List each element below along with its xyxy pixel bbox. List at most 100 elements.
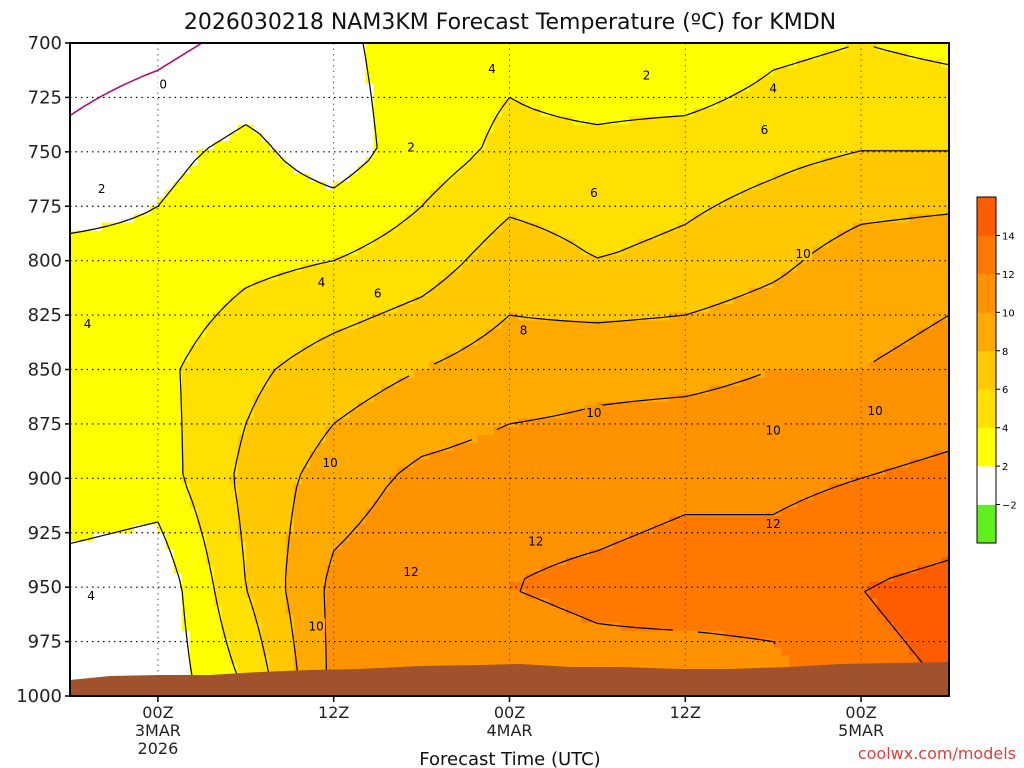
temp-cell: [221, 206, 231, 216]
temp-cell: [389, 132, 399, 142]
temp-cell: [613, 304, 622, 313]
temp-cell: [493, 198, 503, 207]
temp-cell: [573, 132, 583, 142]
temp-cell: [453, 181, 463, 191]
temp-cell: [70, 336, 79, 346]
temp-cell: [933, 353, 942, 362]
temp-cell: [413, 67, 423, 77]
temp-cell: [117, 165, 127, 175]
temp-cell: [789, 312, 798, 322]
temp-cell: [357, 312, 367, 322]
temp-cell: [749, 222, 758, 232]
temp-cell: [741, 132, 750, 142]
temp-cell: [933, 222, 942, 232]
temp-cell: [293, 385, 303, 395]
temp-cell: [853, 353, 862, 362]
temp-cell: [813, 51, 822, 60]
temp-cell: [445, 83, 455, 93]
temp-cell: [661, 132, 670, 142]
temp-cell: [469, 271, 479, 281]
temp-cell: [237, 345, 247, 354]
temp-cell: [221, 279, 231, 289]
temp-cell: [925, 230, 934, 240]
temp-cell: [493, 222, 503, 232]
temp-cell: [445, 385, 455, 395]
temp-cell: [829, 75, 838, 85]
temp-cell: [757, 67, 766, 77]
temp-cell: [533, 149, 543, 158]
temp-cell: [621, 83, 630, 93]
temp-cell: [733, 304, 742, 313]
temp-cell: [333, 328, 343, 338]
temp-cell: [693, 140, 702, 150]
temp-cell: [701, 91, 710, 101]
temp-cell: [701, 59, 710, 69]
temp-cell: [853, 43, 862, 52]
temp-cell: [685, 59, 694, 69]
temp-cell: [333, 157, 343, 167]
temp-cell: [85, 247, 95, 256]
temp-cell: [109, 198, 119, 207]
temp-cell: [397, 287, 407, 297]
temp-cell: [845, 124, 854, 134]
temp-cell: [829, 230, 838, 240]
temp-cell: [93, 59, 103, 69]
temp-cell: [253, 287, 263, 297]
temp-cell: [165, 263, 175, 273]
temp-cell: [205, 230, 215, 240]
temp-cell: [221, 345, 231, 354]
temp-cell: [925, 255, 934, 264]
temp-cell: [149, 149, 159, 158]
temp-cell: [629, 402, 638, 411]
temp-cell: [349, 67, 359, 77]
temp-cell: [813, 83, 822, 93]
temp-cell: [917, 238, 926, 248]
temp-cell: [70, 271, 79, 281]
temp-cell: [797, 230, 806, 240]
temp-cell: [77, 100, 87, 109]
temp-cell: [813, 238, 822, 248]
temp-cell: [253, 59, 263, 69]
temp-cell: [597, 353, 606, 362]
temp-cell: [189, 410, 199, 420]
temp-cell: [893, 108, 902, 118]
temp-cell: [429, 100, 439, 109]
temp-cell: [229, 75, 239, 85]
temp-cell: [893, 247, 902, 256]
temp-cell: [749, 328, 758, 338]
temp-cell: [853, 108, 862, 118]
temp-cell: [477, 255, 487, 264]
temp-cell: [749, 393, 758, 403]
temp-cell: [133, 124, 143, 134]
temp-cell: [389, 271, 399, 281]
temp-cell: [885, 328, 894, 338]
temp-cell: [485, 75, 495, 85]
temp-cell: [301, 83, 311, 93]
temp-cell: [573, 181, 583, 191]
temp-cell: [637, 336, 646, 346]
temp-cell: [421, 140, 431, 150]
temp-cell: [269, 43, 279, 52]
temp-cell: [445, 116, 455, 126]
temp-cell: [197, 157, 207, 167]
temp-cell: [493, 189, 503, 199]
temp-cell: [437, 296, 447, 305]
temp-cell: [893, 336, 902, 346]
temp-cell: [93, 336, 103, 346]
temp-cell: [821, 198, 830, 207]
temp-cell: [237, 214, 247, 224]
temp-cell: [253, 67, 263, 77]
temp-cell: [229, 124, 239, 134]
temp-cell: [365, 149, 375, 158]
temp-cell: [773, 124, 782, 134]
temp-cell: [70, 263, 79, 273]
temp-cell: [477, 328, 487, 338]
temp-cell: [701, 214, 710, 224]
temp-cell: [325, 222, 335, 232]
temp-cell: [525, 157, 535, 167]
temp-cell: [901, 320, 910, 330]
temp-cell: [581, 157, 591, 167]
temp-cell: [773, 132, 782, 142]
temp-cell: [749, 206, 758, 216]
temp-cell: [197, 140, 207, 150]
